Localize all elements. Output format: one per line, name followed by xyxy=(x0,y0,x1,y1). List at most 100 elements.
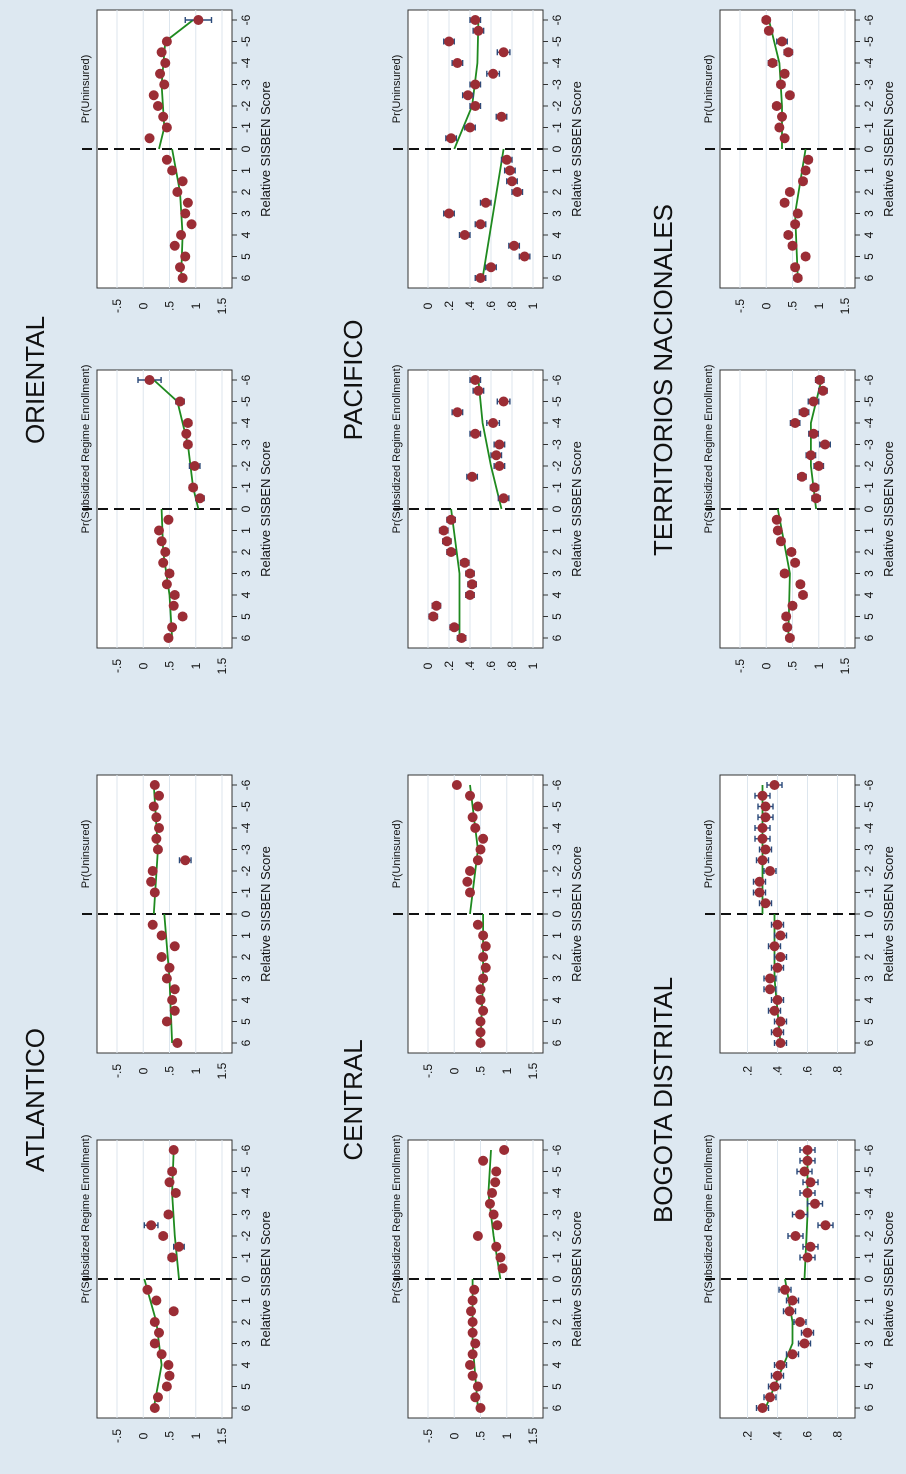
x-tick-label: 5 xyxy=(862,613,876,620)
data-point xyxy=(808,428,819,439)
x-tick-label: 2 xyxy=(862,188,876,195)
data-point xyxy=(167,1252,178,1263)
x-tick-label: 0 xyxy=(239,145,253,152)
data-point xyxy=(480,197,491,208)
data-point xyxy=(148,90,159,101)
region-title: TERRITORIOS NACIONALES xyxy=(648,204,678,556)
data-point xyxy=(808,396,819,407)
x-tick-label: -6 xyxy=(862,779,876,790)
data-point xyxy=(144,375,155,385)
data-point xyxy=(760,898,771,909)
y-tick-label: 1.5 xyxy=(838,297,852,314)
x-axis-title: Relative SISBEN Score xyxy=(881,81,896,217)
data-point xyxy=(805,1241,816,1252)
data-point xyxy=(470,15,481,25)
y-tick-label: -.5 xyxy=(421,1429,435,1443)
data-point xyxy=(480,962,491,973)
x-tick-label: -2 xyxy=(862,460,876,471)
y-tick-label: 1.5 xyxy=(215,1062,229,1079)
region-atlantico: ATLANTICO-.5 0.5 1 1.5-6-5-4-3-2-10123456Re… xyxy=(20,774,273,1445)
x-tick-label: 6 xyxy=(862,1039,876,1046)
x-tick-label: -5 xyxy=(550,396,564,407)
x-tick-label: 2 xyxy=(550,548,564,555)
data-point xyxy=(820,439,831,450)
data-point xyxy=(151,1295,162,1306)
data-point xyxy=(499,1145,510,1155)
x-tick-label: -2 xyxy=(239,460,253,471)
data-point xyxy=(431,600,442,611)
data-point xyxy=(146,1220,157,1231)
data-point xyxy=(156,930,167,941)
x-tick-label: 5 xyxy=(239,253,253,260)
data-point xyxy=(800,251,811,262)
data-point xyxy=(465,866,475,876)
x-tick-label: -3 xyxy=(862,439,876,450)
data-point xyxy=(802,1188,813,1198)
data-point xyxy=(149,1338,160,1349)
x-axis-title: Relative SISBEN Score xyxy=(881,1211,896,1347)
x-tick-label: 4 xyxy=(550,591,564,598)
x-tick-label: 3 xyxy=(239,210,253,217)
x-axis-title: Relative SISBEN Score xyxy=(258,81,273,217)
data-point xyxy=(475,1027,486,1038)
data-point xyxy=(475,273,486,283)
x-tick-label: -3 xyxy=(862,844,876,855)
x-tick-label: 5 xyxy=(550,1383,564,1390)
y-tick-label: 0 xyxy=(759,302,773,309)
region-title: CENTRAL xyxy=(338,1039,368,1160)
data-point xyxy=(438,525,449,536)
data-point xyxy=(783,47,794,58)
data-point xyxy=(802,1327,813,1338)
data-point xyxy=(809,482,820,493)
data-point xyxy=(194,493,205,504)
data-point xyxy=(167,165,178,176)
data-point xyxy=(475,1403,486,1413)
panel-uninsured: -.5 0 .5 1 1.5 -6 -5 -4 -3 -2 -1 0 1 2 3 4 5 6 Relative SI… xyxy=(80,774,273,1079)
x-tick-label: -1 xyxy=(550,482,564,493)
x-tick-label: -2 xyxy=(550,100,564,111)
x-tick-label: -1 xyxy=(239,1252,253,1263)
panel-label: Pr(Subsidized Regime Enrollment) xyxy=(703,1135,715,1304)
y-tick-label: 0 xyxy=(136,1432,150,1439)
x-tick-label: -6 xyxy=(550,14,564,25)
panel-subsidized: -.5 0 .5 1 1.5 -6 -5 -4 -3 -2 -1 0 1 2 3 4 5 6 Relative SI… xyxy=(80,1135,273,1445)
x-tick-label: 0 xyxy=(239,1275,253,1282)
x-tick-label: 5 xyxy=(862,1383,876,1390)
y-tick-label: .8 xyxy=(505,661,519,671)
x-tick-label: -5 xyxy=(239,36,253,47)
data-point xyxy=(161,154,172,165)
x-tick-label: 6 xyxy=(862,1404,876,1411)
data-point xyxy=(152,1392,163,1403)
data-point xyxy=(760,801,771,812)
data-point xyxy=(188,482,199,493)
x-tick-label: 4 xyxy=(550,1361,564,1368)
x-tick-label: 3 xyxy=(862,210,876,217)
data-point xyxy=(465,887,475,898)
data-point xyxy=(466,1306,477,1317)
x-tick-label: 6 xyxy=(239,274,253,281)
x-tick-label: -2 xyxy=(239,100,253,111)
data-point xyxy=(478,1155,489,1166)
x-tick-label: 0 xyxy=(239,505,253,512)
data-point xyxy=(484,1198,495,1209)
y-tick-label: 1 xyxy=(189,1432,203,1439)
data-point xyxy=(761,15,772,25)
data-point xyxy=(494,461,505,471)
data-point xyxy=(775,1016,786,1027)
x-tick-label: -6 xyxy=(239,1144,253,1155)
y-tick-label: -.5 xyxy=(110,659,124,673)
panel-uninsured: -.5 0 .5 1 1.5 -6 -5 -4 -3 -2 -1 0 1 2 3 4 5 6 Relative SI… xyxy=(703,9,896,314)
y-tick-label: 1 xyxy=(189,302,203,309)
data-point xyxy=(164,962,175,973)
data-point xyxy=(467,471,478,482)
data-point xyxy=(486,262,496,273)
data-point xyxy=(193,15,204,25)
x-tick-label: 3 xyxy=(239,975,253,982)
data-point xyxy=(757,823,768,833)
data-point xyxy=(771,514,782,525)
data-point xyxy=(161,579,172,590)
x-tick-label: 2 xyxy=(862,548,876,555)
x-tick-label: -1 xyxy=(862,482,876,493)
data-point xyxy=(790,557,801,568)
data-point xyxy=(478,833,489,844)
